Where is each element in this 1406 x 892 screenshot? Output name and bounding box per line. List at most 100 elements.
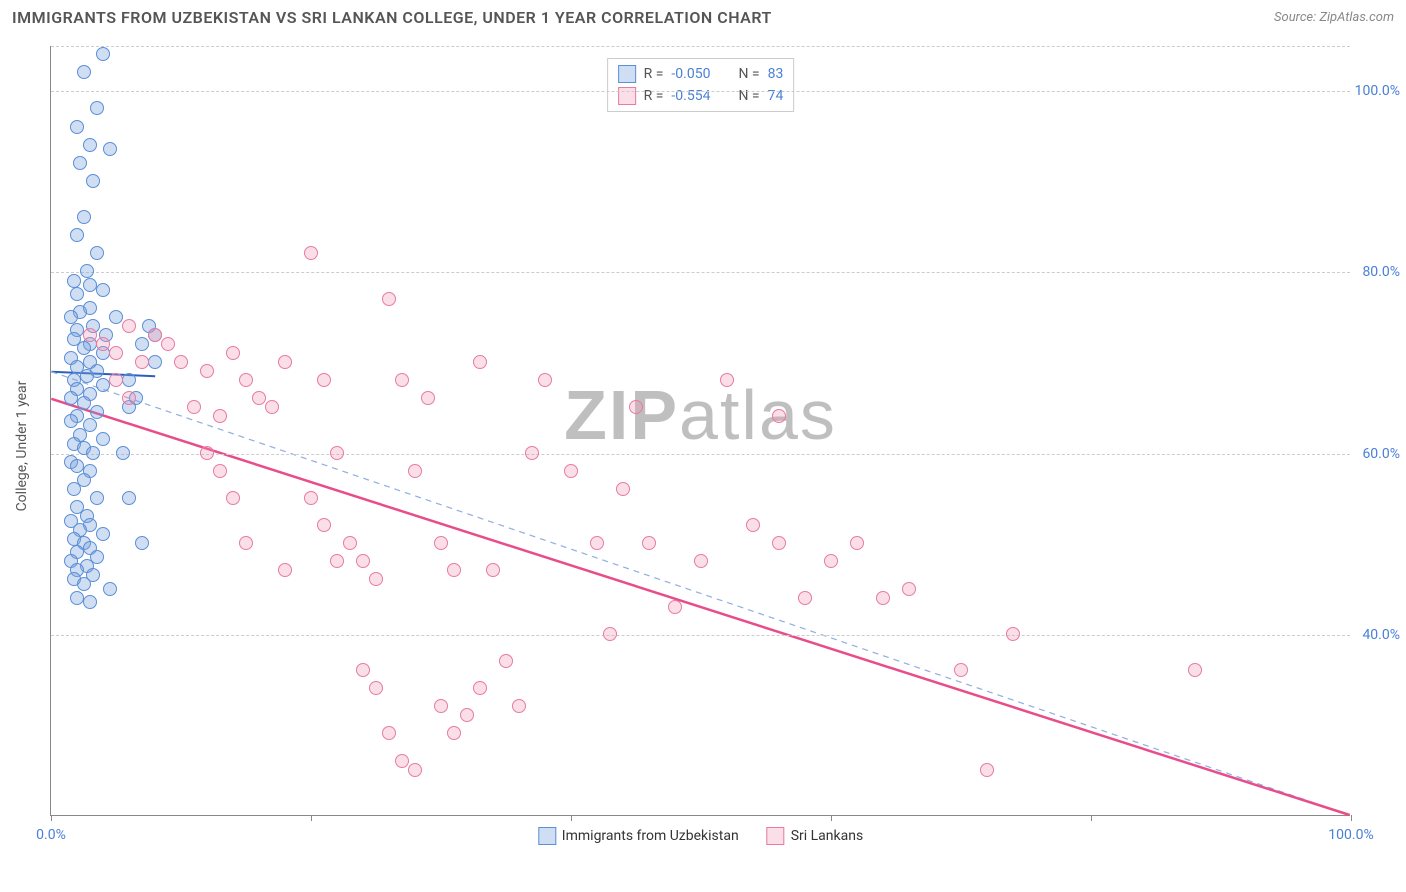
- data-point: [356, 554, 370, 568]
- data-point: [239, 373, 253, 387]
- x-tick: [1091, 815, 1092, 821]
- n-label: N =: [738, 66, 759, 82]
- data-point: [96, 337, 110, 351]
- data-point: [148, 328, 162, 342]
- data-point: [64, 391, 78, 405]
- x-tick: [571, 815, 572, 821]
- data-point: [200, 364, 214, 378]
- data-point: [174, 355, 188, 369]
- data-point: [460, 708, 474, 722]
- x-tick: [311, 815, 312, 821]
- data-point: [304, 491, 318, 505]
- data-point: [330, 446, 344, 460]
- x-tick: [1351, 815, 1352, 821]
- data-point: [64, 414, 78, 428]
- data-point: [187, 400, 201, 414]
- data-point: [70, 591, 84, 605]
- data-point: [103, 582, 117, 596]
- legend-stats-row: R = -0.050 N = 83: [618, 63, 784, 85]
- data-point: [850, 536, 864, 550]
- data-point: [96, 283, 110, 297]
- data-point: [330, 554, 344, 568]
- data-point: [746, 518, 760, 532]
- data-point: [395, 373, 409, 387]
- data-point: [564, 464, 578, 478]
- x-tick-label: 100.0%: [1328, 827, 1373, 843]
- trend-lines: [51, 46, 1350, 815]
- legend-series-label: Immigrants from Uzbekistan: [562, 828, 739, 844]
- data-point: [1006, 627, 1020, 641]
- data-point: [824, 554, 838, 568]
- data-point: [122, 319, 136, 333]
- data-point: [161, 337, 175, 351]
- data-point: [135, 536, 149, 550]
- data-point: [77, 577, 91, 591]
- x-tick-label: 0.0%: [36, 827, 66, 843]
- chart-container: College, Under 1 year ZIPatlas R = -0.05…: [0, 36, 1406, 856]
- data-point: [83, 595, 97, 609]
- y-tick-label: 40.0%: [1345, 627, 1400, 643]
- data-point: [103, 142, 117, 156]
- data-point: [512, 699, 526, 713]
- x-tick: [831, 815, 832, 821]
- n-value: 83: [768, 66, 784, 82]
- data-point: [96, 47, 110, 61]
- legend-series-label: Sri Lankans: [791, 828, 864, 844]
- data-point: [876, 591, 890, 605]
- gridline: [51, 635, 1350, 636]
- data-point: [772, 409, 786, 423]
- legend-swatch: [618, 87, 636, 105]
- data-point: [486, 563, 500, 577]
- data-point: [90, 405, 104, 419]
- data-point: [278, 355, 292, 369]
- data-point: [122, 391, 136, 405]
- data-point: [525, 446, 539, 460]
- data-point: [213, 409, 227, 423]
- data-point: [265, 400, 279, 414]
- data-point: [226, 491, 240, 505]
- data-point: [90, 246, 104, 260]
- data-point: [67, 274, 81, 288]
- watermark: ZIPatlas: [564, 375, 837, 455]
- data-point: [954, 663, 968, 677]
- data-point: [70, 120, 84, 134]
- y-tick-label: 100.0%: [1345, 83, 1400, 99]
- data-point: [434, 699, 448, 713]
- legend-series-item: Immigrants from Uzbekistan: [538, 827, 739, 845]
- data-point: [109, 346, 123, 360]
- data-point: [408, 464, 422, 478]
- y-tick-label: 80.0%: [1345, 264, 1400, 280]
- data-point: [70, 287, 84, 301]
- data-point: [67, 482, 81, 496]
- data-point: [73, 156, 87, 170]
- data-point: [77, 396, 91, 410]
- legend-swatch: [618, 65, 636, 83]
- data-point: [356, 663, 370, 677]
- data-point: [382, 726, 396, 740]
- source-attribution: Source: ZipAtlas.com: [1274, 10, 1394, 25]
- legend-swatch: [767, 827, 785, 845]
- data-point: [668, 600, 682, 614]
- data-point: [109, 373, 123, 387]
- data-point: [96, 432, 110, 446]
- data-point: [408, 763, 422, 777]
- data-point: [86, 174, 100, 188]
- data-point: [629, 400, 643, 414]
- data-point: [135, 337, 149, 351]
- data-point: [80, 369, 94, 383]
- x-tick: [51, 815, 52, 821]
- data-point: [434, 536, 448, 550]
- data-point: [395, 754, 409, 768]
- data-point: [86, 446, 100, 460]
- data-point: [116, 446, 130, 460]
- data-point: [642, 536, 656, 550]
- data-point: [213, 464, 227, 478]
- data-point: [83, 278, 97, 292]
- data-point: [122, 491, 136, 505]
- data-point: [447, 726, 461, 740]
- r-label: R =: [644, 66, 664, 82]
- data-point: [590, 536, 604, 550]
- data-point: [538, 373, 552, 387]
- chart-title: IMMIGRANTS FROM UZBEKISTAN VS SRI LANKAN…: [12, 8, 772, 27]
- gridline: [51, 91, 1350, 92]
